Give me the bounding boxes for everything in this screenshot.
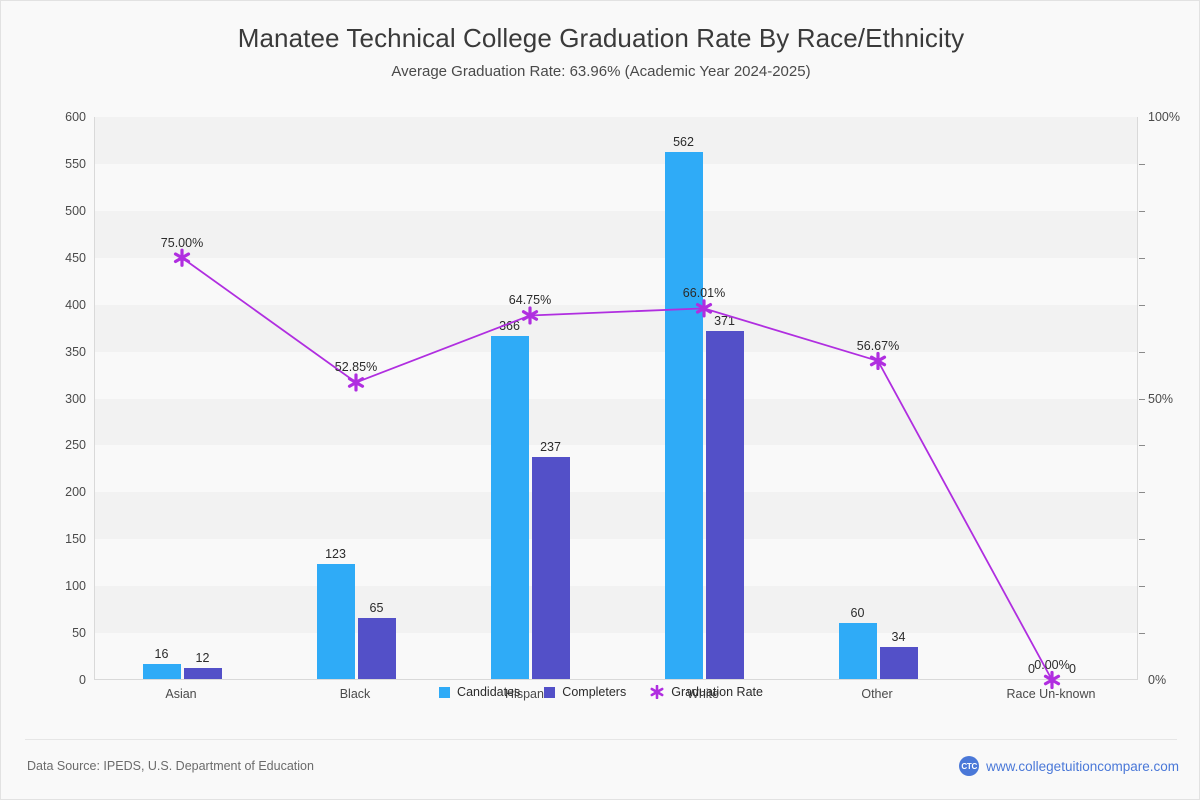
ctc-logo-icon: CTC (959, 756, 980, 776)
bar-completers[interactable] (705, 330, 744, 679)
bar-value-label: 237 (540, 439, 561, 454)
y-axis-left-tick: 300 (65, 391, 86, 406)
grid-band (95, 586, 1137, 634)
chart-subtitle: Average Graduation Rate: 63.96% (Academi… (391, 63, 811, 80)
bar-value-label: 60 (850, 605, 865, 620)
y-axis-left-tick: 550 (65, 156, 86, 171)
y-axis-right-tick: 0% (1148, 673, 1167, 687)
rate-star-marker[interactable] (869, 351, 887, 371)
rate-value-label: 56.67% (856, 338, 900, 353)
y-axis-left-tick: 250 (65, 438, 86, 453)
y-axis-left-tick: 450 (65, 250, 86, 265)
y-axis-left-tick: 500 (65, 203, 86, 218)
grid-band (95, 398, 1137, 446)
y-axis-left-tick: 50 (72, 626, 86, 641)
legend-label: Candidates (457, 685, 521, 699)
y-axis-left-tick: 600 (65, 110, 86, 124)
minor-tick (1139, 586, 1145, 588)
y-axis-right-tick: 100% (1148, 110, 1180, 124)
legend-item[interactable]: Candidates (439, 685, 520, 699)
rate-star-marker[interactable] (347, 373, 365, 392)
x-axis-label-black: Black (339, 687, 371, 701)
bar-completers[interactable] (879, 647, 918, 679)
rate-value-label: 52.85% (334, 360, 378, 375)
y-axis-left-tick: 200 (65, 485, 86, 500)
x-axis-label-white: White (687, 687, 719, 701)
minor-tick (1139, 163, 1145, 165)
plot-area: 16 12 123 65 366 237 562 371 60 34 0 0 75.00% 52.85%… (94, 117, 1145, 690)
legend-swatch-icon (544, 686, 556, 698)
x-axis-label-hispanic: Hispanic (505, 687, 553, 701)
bar-value-label: 123 (325, 546, 346, 561)
minor-tick (1139, 445, 1145, 447)
y-axis-left-tick: 350 (65, 344, 86, 359)
grid-band (95, 492, 1137, 540)
minor-tick (1139, 398, 1145, 400)
minor-tick (1139, 304, 1145, 306)
rate-value-label: 75.00% (160, 235, 204, 250)
bar-completers[interactable] (183, 667, 222, 679)
y-axis-left-tick: 400 (65, 297, 86, 312)
chart-title: Manatee Technical College Graduation Rat… (237, 23, 965, 53)
bar-value-label: 0 (1069, 662, 1076, 676)
legend-label: Graduation Rate (671, 685, 763, 699)
y-axis-right-tick: 50% (1148, 391, 1174, 406)
x-axis-label-asian: Asian (165, 687, 197, 701)
footer-divider (25, 739, 1177, 740)
grid-band (95, 210, 1137, 258)
legend-item[interactable]: Completers (544, 685, 626, 699)
minor-tick (1139, 492, 1145, 494)
minor-tick (1139, 633, 1145, 635)
rate-value-label: 66.01% (682, 286, 726, 301)
bar-value-label: 16 (154, 646, 169, 661)
y-axis-left-tick: 150 (65, 532, 86, 547)
site-url-link[interactable]: www.collegetuitioncompare.com (986, 758, 1179, 774)
bar-completers[interactable] (357, 618, 396, 679)
bar-value-label: 34 (891, 630, 906, 645)
bar-candidates[interactable] (316, 563, 355, 679)
bar-value-label: 371 (714, 313, 735, 328)
chart-legend: Candidates Completers Graduation Rate (1, 685, 1199, 699)
x-axis-label-race-un-known: Race Un-known (1006, 687, 1096, 701)
data-source-text: Data Source: IPEDS, U.S. Department of E… (27, 759, 314, 773)
site-credit[interactable]: CTC www.collegetuitioncompare.com (959, 756, 1179, 776)
legend-item[interactable]: Graduation Rate (650, 685, 763, 699)
rate-value-label: 0.00% (1034, 658, 1070, 672)
bar-value-label: 12 (195, 650, 210, 665)
bar-value-label: 65 (369, 601, 384, 615)
legend-swatch-icon (439, 686, 451, 698)
bar-completers[interactable] (531, 456, 570, 679)
grid-band (95, 117, 1137, 164)
minor-tick (1139, 539, 1145, 541)
y-axis-left-tick: 100 (65, 579, 86, 594)
x-axis-label-other: Other (861, 687, 893, 701)
bar-value-label: 366 (499, 318, 520, 333)
minor-tick (1139, 257, 1145, 259)
bar-candidates[interactable] (142, 664, 181, 679)
minor-tick (1139, 210, 1145, 212)
minor-tick (1139, 351, 1145, 353)
rate-value-label: 64.75% (508, 293, 552, 308)
bar-value-label: 562 (673, 134, 694, 149)
bar-candidates[interactable] (664, 151, 703, 679)
y-axis-left-tick: 0 (79, 673, 86, 687)
star-marker-icon (650, 685, 664, 699)
grid-band (95, 304, 1137, 352)
bar-candidates[interactable] (490, 335, 529, 679)
legend-label: Completers (562, 685, 627, 699)
